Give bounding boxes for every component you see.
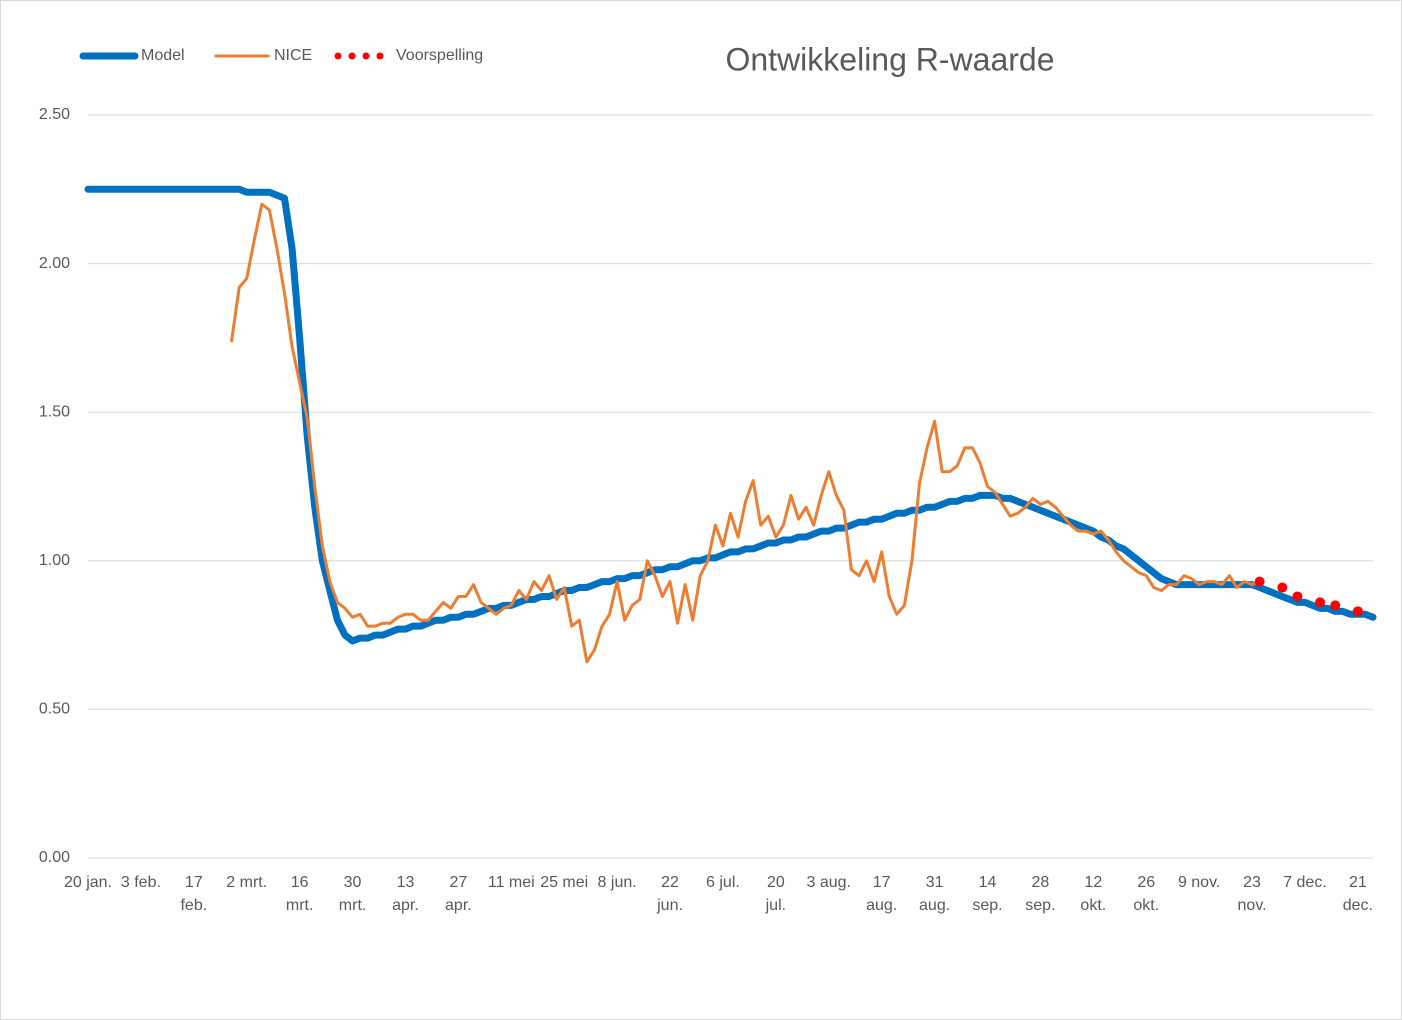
y-tick-label: 2.50 xyxy=(39,106,70,123)
x-tick-label: 3 feb. xyxy=(121,874,161,891)
x-tick-label: 8 jun. xyxy=(598,874,637,891)
y-tick-label: 0.00 xyxy=(39,849,70,866)
x-tick-label: 7 dec. xyxy=(1283,874,1327,891)
x-tick-label: 21 dec. xyxy=(1343,874,1373,914)
forecast-dot xyxy=(1352,606,1363,617)
x-tick-label: 16 mrt. xyxy=(286,874,314,914)
x-tick-label: 27 apr. xyxy=(445,874,472,914)
legend-symbol xyxy=(362,52,370,60)
legend-label: Voorspelling xyxy=(396,47,483,64)
series-line xyxy=(230,202,1262,664)
chart-title: Ontwikkeling R-waarde xyxy=(725,41,1054,77)
y-tick-label: 1.00 xyxy=(39,552,70,569)
legend-symbol xyxy=(348,52,356,60)
x-tick-label: 2 mrt. xyxy=(226,874,267,891)
x-tick-label: 17 feb. xyxy=(180,874,207,914)
forecast-dot xyxy=(1254,576,1265,587)
forecast-dot xyxy=(1315,597,1326,608)
legend-symbol xyxy=(334,52,342,60)
x-tick-label: 23 nov. xyxy=(1238,874,1267,914)
y-tick-label: 1.50 xyxy=(39,403,70,420)
x-tick-label: 14 sep. xyxy=(972,874,1002,914)
x-tick-label: 30 mrt. xyxy=(339,874,367,914)
y-tick-label: 2.00 xyxy=(39,255,70,272)
x-tick-label: 17 aug. xyxy=(866,874,897,914)
x-tick-label: 25 mei xyxy=(540,874,588,891)
legend-label: Model xyxy=(141,47,185,64)
x-tick-label: 31 aug. xyxy=(919,874,950,914)
forecast-dot xyxy=(1277,582,1288,593)
x-tick-label: 3 aug. xyxy=(807,874,851,891)
x-tick-label: 26 okt. xyxy=(1133,874,1159,914)
legend-label: NICE xyxy=(274,47,312,64)
x-tick-label: 22 jun. xyxy=(656,874,683,914)
x-tick-label: 28 sep. xyxy=(1025,874,1055,914)
forecast-dot xyxy=(1330,600,1341,611)
x-tick-label: 12 okt. xyxy=(1080,874,1106,914)
series-line xyxy=(84,185,1377,645)
x-tick-label: 20 jan. xyxy=(64,874,112,891)
x-tick-label: 11 mei xyxy=(488,874,535,891)
x-tick-label: 6 jul. xyxy=(706,874,740,891)
legend-symbol xyxy=(376,52,384,60)
x-tick-label: 9 nov. xyxy=(1178,874,1220,891)
y-tick-label: 0.50 xyxy=(39,701,70,718)
x-tick-label: 20 jul. xyxy=(765,874,786,914)
x-tick-label: 13 apr. xyxy=(392,874,419,914)
forecast-dot xyxy=(1292,591,1303,602)
